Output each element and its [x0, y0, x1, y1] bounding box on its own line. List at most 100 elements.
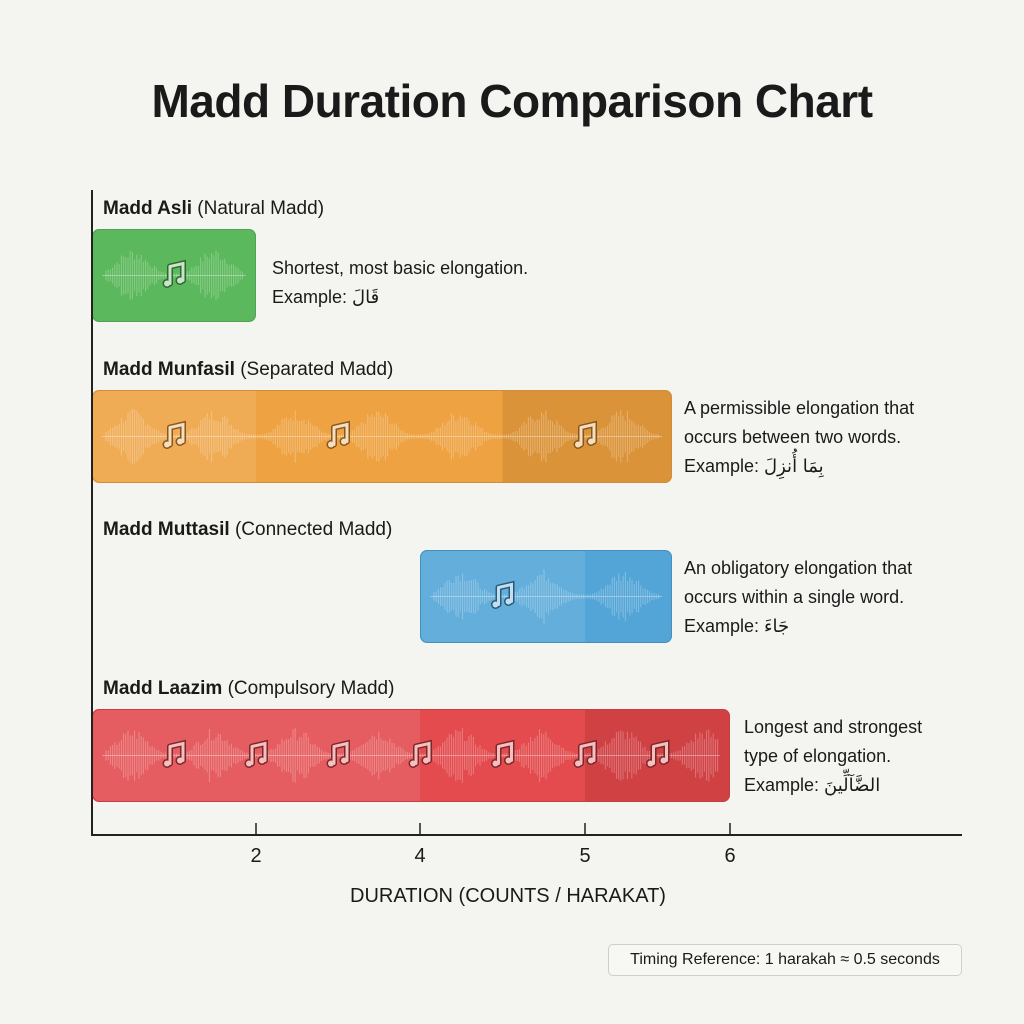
series-name: Madd Asli: [103, 198, 193, 219]
row-label: Madd Munfasil (Separated Madd): [103, 359, 393, 381]
x-tick-label: 6: [724, 845, 736, 867]
bar-segment: [420, 709, 585, 802]
music-note-stem: [168, 741, 185, 765]
bar-segment: [92, 390, 256, 483]
bar-group: [420, 550, 672, 643]
music-note-icon: [491, 739, 515, 768]
music-note-icon: [408, 739, 432, 768]
bar-group: [92, 709, 730, 802]
music-note-head: [492, 601, 499, 608]
bar-segment: [420, 550, 585, 643]
music-note-icon: [646, 739, 670, 768]
series-subtitle: (Natural Madd): [192, 198, 325, 219]
music-note-head: [505, 598, 512, 605]
bar-segment: [256, 390, 503, 483]
music-note-stem: [414, 741, 431, 765]
example-line: Example: بِمَا أُنزِلَ: [684, 452, 914, 481]
series-subtitle: (Separated Madd): [234, 359, 394, 380]
music-note-head: [164, 760, 170, 767]
bar-segment: [585, 550, 672, 643]
bar-outline: [420, 550, 672, 643]
description-line: occurs within a single word.: [684, 587, 905, 607]
music-note-head: [246, 760, 252, 767]
music-note-icon: [162, 259, 186, 288]
music-note-head: [492, 760, 499, 767]
music-note-icon: [573, 739, 597, 768]
example-label: Example:: [684, 616, 765, 636]
music-note-head: [588, 438, 594, 445]
description-line: An obligatory elongation that: [684, 558, 913, 578]
music-note-icon: [491, 580, 515, 609]
music-note-head: [423, 757, 429, 764]
music-note-icon: [244, 739, 268, 768]
music-note-head: [505, 757, 512, 764]
music-note-head: [660, 757, 667, 764]
x-tick-label: 4: [414, 845, 426, 867]
series-name: Madd Munfasil: [103, 359, 235, 380]
description-line: Longest and strongest: [744, 717, 923, 737]
music-note-head: [177, 438, 183, 445]
bar-group: [92, 229, 256, 322]
example-line: Example: قَالَ: [272, 283, 528, 312]
example-label: Example:: [684, 456, 765, 476]
example-arabic: جَاءَ: [764, 616, 790, 637]
music-note-head: [164, 441, 170, 448]
x-tick-label: 5: [579, 845, 591, 867]
music-note-head: [588, 757, 594, 764]
music-note-icon: [573, 420, 597, 449]
music-note-head: [328, 441, 334, 448]
series-name: Madd Muttasil: [103, 519, 230, 540]
music-note-stem: [497, 741, 513, 765]
music-note-head: [647, 760, 654, 767]
bar-group: [92, 390, 672, 483]
example-label: Example:: [744, 775, 825, 795]
music-note-icon: [162, 420, 186, 449]
music-note-head: [164, 280, 170, 287]
music-note-stem: [168, 261, 185, 285]
music-note-head: [177, 277, 183, 284]
music-note-head: [177, 757, 183, 764]
example-arabic: قَالَ: [352, 287, 380, 308]
music-note-head: [328, 760, 334, 767]
music-note-stem: [250, 741, 267, 765]
series-description: An obligatory elongation that occurs with…: [684, 554, 912, 641]
music-note-stem: [332, 741, 349, 765]
music-note-head: [341, 438, 347, 445]
bar-segment: [502, 390, 672, 483]
music-note-head: [410, 760, 416, 767]
example-line: Example: جَاءَ: [684, 612, 912, 641]
row-label: Madd Laazim (Compulsory Madd): [103, 678, 394, 700]
example-arabic: بِمَا أُنزِلَ: [764, 456, 824, 477]
series-description: Shortest, most basic elongation. Example:…: [272, 254, 528, 312]
bar-body: [92, 229, 256, 322]
music-note-icon: [326, 739, 350, 768]
music-note-stem: [652, 741, 668, 765]
series-description: A permissible elongation that occurs betw…: [684, 394, 914, 481]
music-note-stem: [332, 422, 349, 446]
music-note-head: [259, 757, 265, 764]
music-note-stem: [168, 422, 185, 446]
bar-segment: [92, 229, 256, 322]
timing-reference-note: Timing Reference: 1 harakah ≈ 0.5 second…: [608, 944, 962, 976]
music-note-head: [575, 760, 581, 767]
x-tick-label: 2: [250, 845, 262, 867]
music-note-stem: [579, 422, 596, 446]
series-name: Madd Laazim: [103, 678, 223, 699]
music-note-head: [575, 441, 581, 448]
music-note-head: [341, 757, 347, 764]
bar-body: [92, 390, 672, 483]
description-line: Shortest, most basic elongation.: [272, 258, 529, 278]
bar-body: [92, 709, 730, 802]
music-note-icon: [162, 739, 186, 768]
description-line: occurs between two words.: [684, 427, 902, 447]
series-description: Longest and strongest type of elongation.…: [744, 713, 922, 800]
music-note-icon: [326, 420, 350, 449]
row-label: Madd Muttasil (Connected Madd): [103, 519, 392, 541]
series-subtitle: (Connected Madd): [229, 519, 393, 540]
series-subtitle: (Compulsory Madd): [222, 678, 395, 699]
example-arabic: الضَّآلِّينَ: [824, 775, 881, 796]
music-note-stem: [579, 741, 596, 765]
description-line: type of elongation.: [744, 746, 892, 766]
row-label: Madd Asli (Natural Madd): [103, 198, 324, 220]
